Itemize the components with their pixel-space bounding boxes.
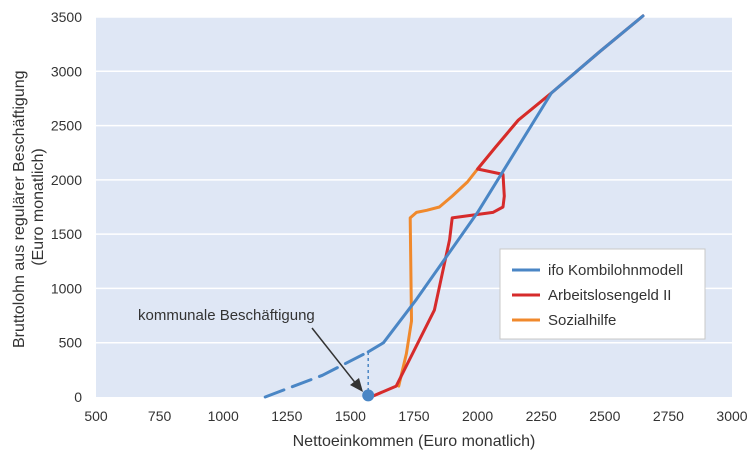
x-tick-3000: 3000: [716, 408, 747, 424]
x-tick-2250: 2250: [526, 408, 557, 424]
y-axis-label: Bruttolohn aus regulärer Beschäftigung (…: [11, 66, 47, 348]
legend-items: ifo Kombilohnmodell Arbeitslosengeld II So…: [512, 262, 683, 329]
plot-background: [96, 17, 732, 397]
annotation-arrow-head: [350, 378, 363, 392]
x-tick-labels: 500 750 1000 1250 1500 1750 2000 2250 2500 2750 30…: [84, 408, 747, 424]
y-tick-2000: 2000: [51, 172, 82, 188]
legend-label-ifo-kombilohnmodell: ifo Kombilohnmodell: [548, 262, 683, 279]
y-tick-3500: 3500: [51, 9, 82, 25]
y-tick-2500: 2500: [51, 118, 82, 134]
x-tick-1250: 1250: [271, 408, 302, 424]
y-axis-label-line-2: (Euro monatlich): [30, 148, 47, 265]
annotation-label: kommunale Beschäftigung: [138, 307, 315, 324]
series-layer: [263, 14, 645, 399]
y-tick-0: 0: [74, 389, 82, 405]
x-tick-750: 750: [148, 408, 172, 424]
marker-point: [362, 389, 375, 402]
legend-label-sozialhilfe: Sozialhilfe: [548, 312, 616, 329]
y-axis-label-line-1: Bruttolohn aus regulärer Beschäftigung: [11, 70, 28, 348]
annotation-arrow-line: [311, 327, 358, 386]
y-tick-500: 500: [59, 335, 83, 351]
x-tick-2000: 2000: [462, 408, 493, 424]
x-tick-2750: 2750: [653, 408, 684, 424]
x-tick-1500: 1500: [335, 408, 366, 424]
y-tick-1500: 1500: [51, 226, 82, 242]
series-line-ifo-kombilohnmodell-1: [366, 14, 645, 354]
series-line-arbeitslosengeld-ii-0: [369, 14, 645, 399]
legend-label-arbeitslosengeld-ii: Arbeitslosengeld II: [548, 287, 671, 304]
x-tick-1000: 1000: [208, 408, 239, 424]
legend: ifo Kombilohnmodell Arbeitslosengeld II So…: [499, 248, 706, 340]
x-tick-2500: 2500: [589, 408, 620, 424]
y-tick-3000: 3000: [51, 63, 82, 79]
x-axis-label: Nettoeinkommen (Euro monatlich): [293, 433, 536, 450]
x-tick-1750: 1750: [398, 408, 429, 424]
marker-layer: kommunale Beschäftigung: [138, 307, 375, 402]
series-line-ifo-kombilohnmodell-0: [263, 350, 370, 399]
gridlines: [96, 16, 732, 344]
y-tick-labels: 0 500 1000 1500 2000 2500 3000 3500: [51, 9, 82, 405]
x-tick-500: 500: [84, 408, 108, 424]
y-tick-1000: 1000: [51, 280, 82, 296]
